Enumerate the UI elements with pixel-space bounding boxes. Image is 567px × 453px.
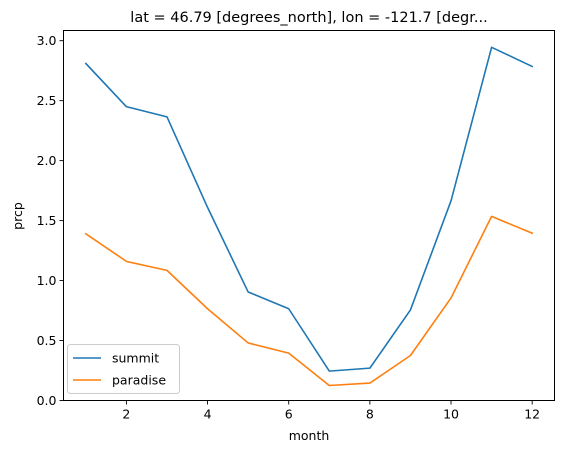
- series-layer: [84, 46, 534, 387]
- x-tick-label: 6: [285, 407, 293, 422]
- x-tick-label: 12: [524, 407, 540, 422]
- legend-label-paradise: paradise: [112, 373, 166, 388]
- x-tick-label: 10: [443, 407, 459, 422]
- y-tick-label: 2.5: [37, 93, 57, 108]
- y-axis-label: prcp: [10, 202, 25, 230]
- x-tick-label: 2: [122, 407, 130, 422]
- x-tick-label: 8: [366, 407, 374, 422]
- y-tick-label: 1.5: [37, 213, 57, 228]
- y-tick-label: 0.5: [37, 333, 57, 348]
- legend-label-summit: summit: [112, 351, 159, 366]
- y-tick-label: 0.0: [37, 393, 57, 408]
- legend: summit paradise: [67, 344, 180, 394]
- x-axis: 2 4 6 8 10 12: [122, 400, 540, 422]
- y-tick-label: 2.0: [37, 153, 57, 168]
- x-tick-label: 4: [204, 407, 212, 422]
- series-line-paradise: [84, 215, 534, 387]
- legend-frame: [67, 344, 180, 394]
- series-line-summit: [84, 46, 534, 372]
- y-tick-label: 1.0: [37, 273, 57, 288]
- plot-area: [63, 30, 555, 401]
- chart-title: lat = 46.79 [degrees_north], lon = -121.…: [130, 10, 487, 26]
- y-axis: 0.0 0.5 1.0 1.5 2.0 2.5 3.0: [37, 33, 64, 408]
- x-axis-label: month: [289, 428, 330, 443]
- plot-frame: [63, 30, 555, 401]
- y-tick-label: 3.0: [37, 33, 57, 48]
